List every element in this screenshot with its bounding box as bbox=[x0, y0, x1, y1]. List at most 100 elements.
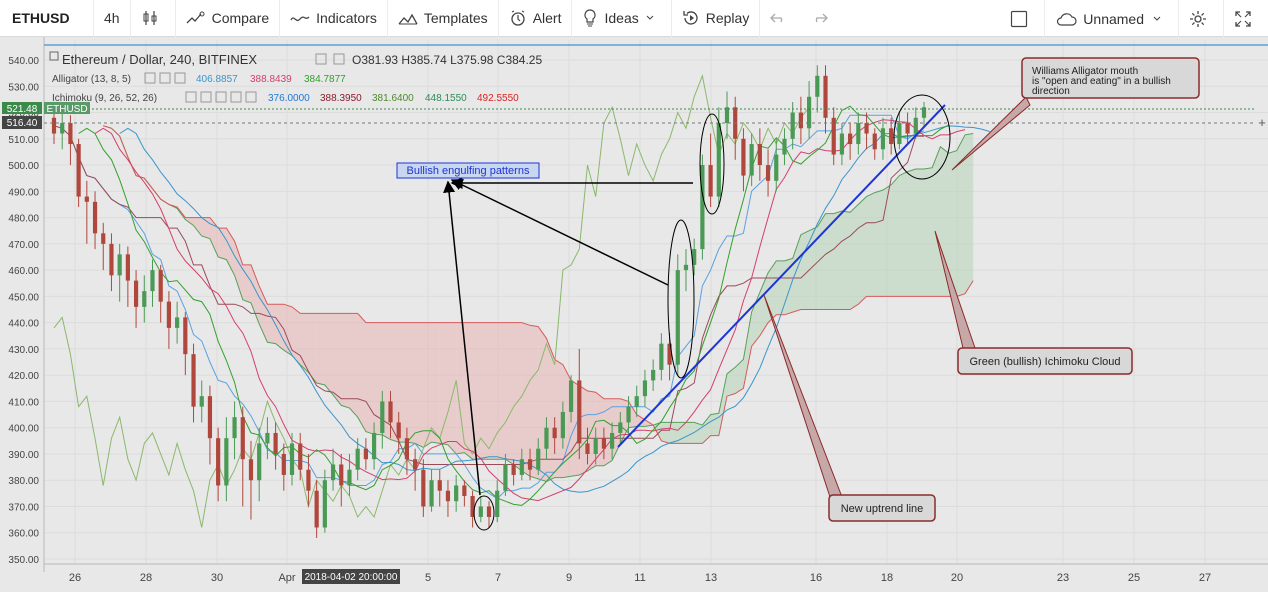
alligator-mouth-ellipse[interactable] bbox=[893, 94, 951, 180]
settings-button[interactable] bbox=[1179, 0, 1224, 37]
candle-body bbox=[183, 317, 188, 355]
candle-body bbox=[601, 438, 607, 449]
engulfing-ellipse-2[interactable] bbox=[667, 219, 695, 379]
ichimoku-close-icon[interactable] bbox=[245, 91, 257, 103]
ichimoku-remove-icon[interactable] bbox=[230, 91, 242, 103]
cloud-segment bbox=[768, 260, 777, 323]
alligator-format-icon[interactable] bbox=[159, 72, 171, 84]
fullscreen-toggle[interactable] bbox=[1000, 0, 1046, 37]
x-tick-label: 11 bbox=[634, 572, 645, 584]
cloud-segment bbox=[841, 211, 851, 310]
interval-button[interactable]: 4h bbox=[94, 0, 131, 37]
save-layout-button[interactable]: Unnamed bbox=[1045, 0, 1179, 37]
cloud-segment bbox=[702, 414, 711, 444]
ichimoku-settings-icon[interactable] bbox=[215, 91, 227, 103]
candle-body bbox=[232, 417, 237, 439]
square-icon bbox=[1011, 10, 1028, 27]
candle-body bbox=[125, 254, 130, 281]
candle-body bbox=[306, 469, 311, 491]
cloud-segment bbox=[406, 322, 416, 444]
cloud-segment bbox=[357, 313, 366, 432]
candle-body bbox=[897, 123, 902, 145]
redo-icon bbox=[816, 13, 829, 23]
x-tick-label: 18 bbox=[881, 572, 893, 584]
candle-body bbox=[642, 380, 648, 397]
price-chart[interactable]: 350.00 360.00 370.00 380.00 390.00 400.00 410.… bbox=[0, 37, 1268, 592]
candle-body bbox=[109, 243, 114, 276]
legend-hide-icon[interactable] bbox=[333, 53, 345, 65]
bullish-engulfing-label-box[interactable] bbox=[396, 162, 540, 179]
cloud-segment bbox=[718, 373, 728, 436]
price-axis-ticks: 350.00 360.00 370.00 380.00 390.00 400.00 410.… bbox=[8, 56, 39, 566]
alligator-eye-icon[interactable] bbox=[144, 72, 156, 84]
candle-body bbox=[806, 96, 812, 129]
y-tick-label: 350.00 bbox=[8, 555, 39, 566]
candle-body bbox=[355, 448, 360, 470]
alert-button[interactable]: Alert bbox=[499, 0, 573, 37]
candle-body bbox=[798, 112, 803, 129]
x-tick-label: 27 bbox=[1199, 572, 1211, 584]
redo-button[interactable] bbox=[802, 0, 844, 37]
compare-button[interactable]: Compare bbox=[176, 0, 281, 37]
candle-body bbox=[593, 438, 598, 454]
x-tick-label: 9 bbox=[566, 572, 572, 584]
cloud-segment bbox=[423, 322, 432, 448]
cloud-segment bbox=[850, 204, 859, 310]
uptrend-line[interactable] bbox=[617, 104, 946, 448]
y-tick-label: 430.00 bbox=[8, 345, 39, 356]
candle-body bbox=[708, 165, 713, 197]
undo-button[interactable] bbox=[760, 0, 802, 37]
candle-body bbox=[536, 448, 541, 470]
chart-type-button[interactable] bbox=[131, 0, 176, 37]
ideas-button[interactable]: Ideas bbox=[572, 0, 672, 37]
templates-button[interactable]: Templates bbox=[388, 0, 499, 37]
candle-body bbox=[117, 254, 122, 276]
candle-body bbox=[618, 422, 623, 433]
candle-body bbox=[905, 123, 910, 134]
maximize-button[interactable] bbox=[1224, 0, 1268, 37]
cloud-icon bbox=[1057, 12, 1077, 26]
candle-body bbox=[831, 117, 836, 155]
alligator-jaw-line bbox=[119, 125, 990, 493]
cloud-segment bbox=[636, 414, 645, 427]
ichimoku-eye-icon[interactable] bbox=[185, 91, 197, 103]
candle-body bbox=[815, 75, 820, 97]
crosshair-plus-icon[interactable]: + bbox=[1258, 115, 1266, 130]
cloud-segment bbox=[809, 226, 818, 310]
candle-body bbox=[757, 144, 762, 166]
legend-checkbox[interactable] bbox=[49, 51, 59, 61]
y-tick-label: 460.00 bbox=[8, 266, 39, 277]
cloud-segment bbox=[710, 413, 719, 436]
cloud-segment bbox=[915, 168, 924, 297]
alligator-callout-box[interactable] bbox=[1021, 57, 1200, 99]
crosshair-price-badge bbox=[2, 116, 42, 129]
cloud-segment bbox=[242, 264, 251, 303]
candle-body bbox=[552, 427, 557, 439]
candle-body bbox=[511, 464, 516, 475]
candle-body bbox=[265, 432, 270, 444]
replay-button[interactable]: Replay bbox=[672, 0, 761, 37]
candle-body bbox=[396, 422, 401, 439]
indicators-button[interactable]: Indicators bbox=[280, 0, 388, 37]
chevron-down-icon bbox=[1153, 16, 1161, 21]
cloud-segment bbox=[874, 190, 883, 297]
cloud-segment bbox=[209, 217, 219, 257]
cloud-segment bbox=[956, 134, 966, 297]
legend-settings-icon[interactable] bbox=[315, 53, 327, 65]
ichimoku-format-icon[interactable] bbox=[200, 91, 212, 103]
alligator-close-icon[interactable] bbox=[174, 72, 186, 84]
engulfing-ellipse-1[interactable] bbox=[473, 495, 495, 531]
cloud-segment bbox=[505, 322, 514, 465]
engulfing-ellipse-3[interactable] bbox=[699, 113, 725, 215]
candle-body bbox=[330, 464, 336, 481]
cloud-segment bbox=[669, 422, 678, 444]
ichimoku-callout-box[interactable] bbox=[957, 347, 1133, 375]
candle-body bbox=[166, 301, 172, 328]
symbol-search[interactable]: ETHUSD bbox=[0, 0, 94, 37]
candle-body bbox=[716, 123, 721, 197]
cloud-segment bbox=[275, 304, 284, 351]
uptrend-callout-box[interactable] bbox=[828, 494, 936, 522]
candle-body bbox=[388, 401, 393, 423]
candle-body bbox=[503, 464, 508, 491]
crosshair-time-value: 2018-04-02 20:00:00 bbox=[305, 572, 398, 583]
